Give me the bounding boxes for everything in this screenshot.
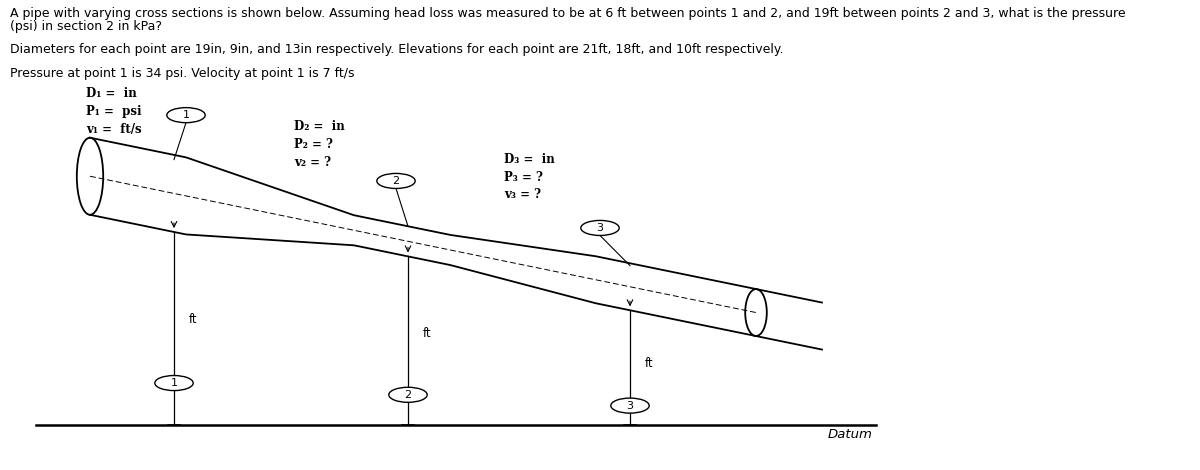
Text: v₁ =  ft/s: v₁ = ft/s: [86, 123, 142, 136]
Text: 2: 2: [392, 176, 400, 186]
Text: 1: 1: [182, 110, 190, 120]
Circle shape: [611, 398, 649, 413]
Text: A pipe with varying cross sections is shown below. Assuming head loss was measur: A pipe with varying cross sections is sh…: [10, 7, 1126, 20]
Circle shape: [377, 173, 415, 188]
Text: 1: 1: [170, 378, 178, 388]
Text: D₃ =  in: D₃ = in: [504, 153, 554, 166]
Text: D₁ =  in: D₁ = in: [86, 87, 137, 100]
Text: ft: ft: [422, 327, 431, 340]
Text: (psi) in section 2 in kPa?: (psi) in section 2 in kPa?: [10, 20, 162, 33]
Circle shape: [389, 387, 427, 402]
Text: P₁ =  psi: P₁ = psi: [86, 105, 142, 118]
Text: 3: 3: [626, 400, 634, 411]
Text: D₂ =  in: D₂ = in: [294, 120, 344, 133]
Text: Datum: Datum: [828, 428, 872, 441]
Text: v₂ = ?: v₂ = ?: [294, 156, 331, 169]
Text: ft: ft: [188, 313, 197, 326]
Text: v₃ = ?: v₃ = ?: [504, 188, 541, 202]
Text: P₃ = ?: P₃ = ?: [504, 171, 542, 184]
Circle shape: [581, 220, 619, 235]
Text: Diameters for each point are 19in, 9in, and 13in respectively. Elevations for ea: Diameters for each point are 19in, 9in, …: [10, 43, 784, 56]
Text: 3: 3: [596, 223, 604, 233]
Circle shape: [155, 376, 193, 391]
Text: 2: 2: [404, 390, 412, 400]
Text: P₂ = ?: P₂ = ?: [294, 138, 332, 151]
Circle shape: [167, 108, 205, 123]
Text: Pressure at point 1 is 34 psi. Velocity at point 1 is 7 ft/s: Pressure at point 1 is 34 psi. Velocity …: [10, 67, 354, 80]
Text: ft: ft: [644, 357, 653, 369]
